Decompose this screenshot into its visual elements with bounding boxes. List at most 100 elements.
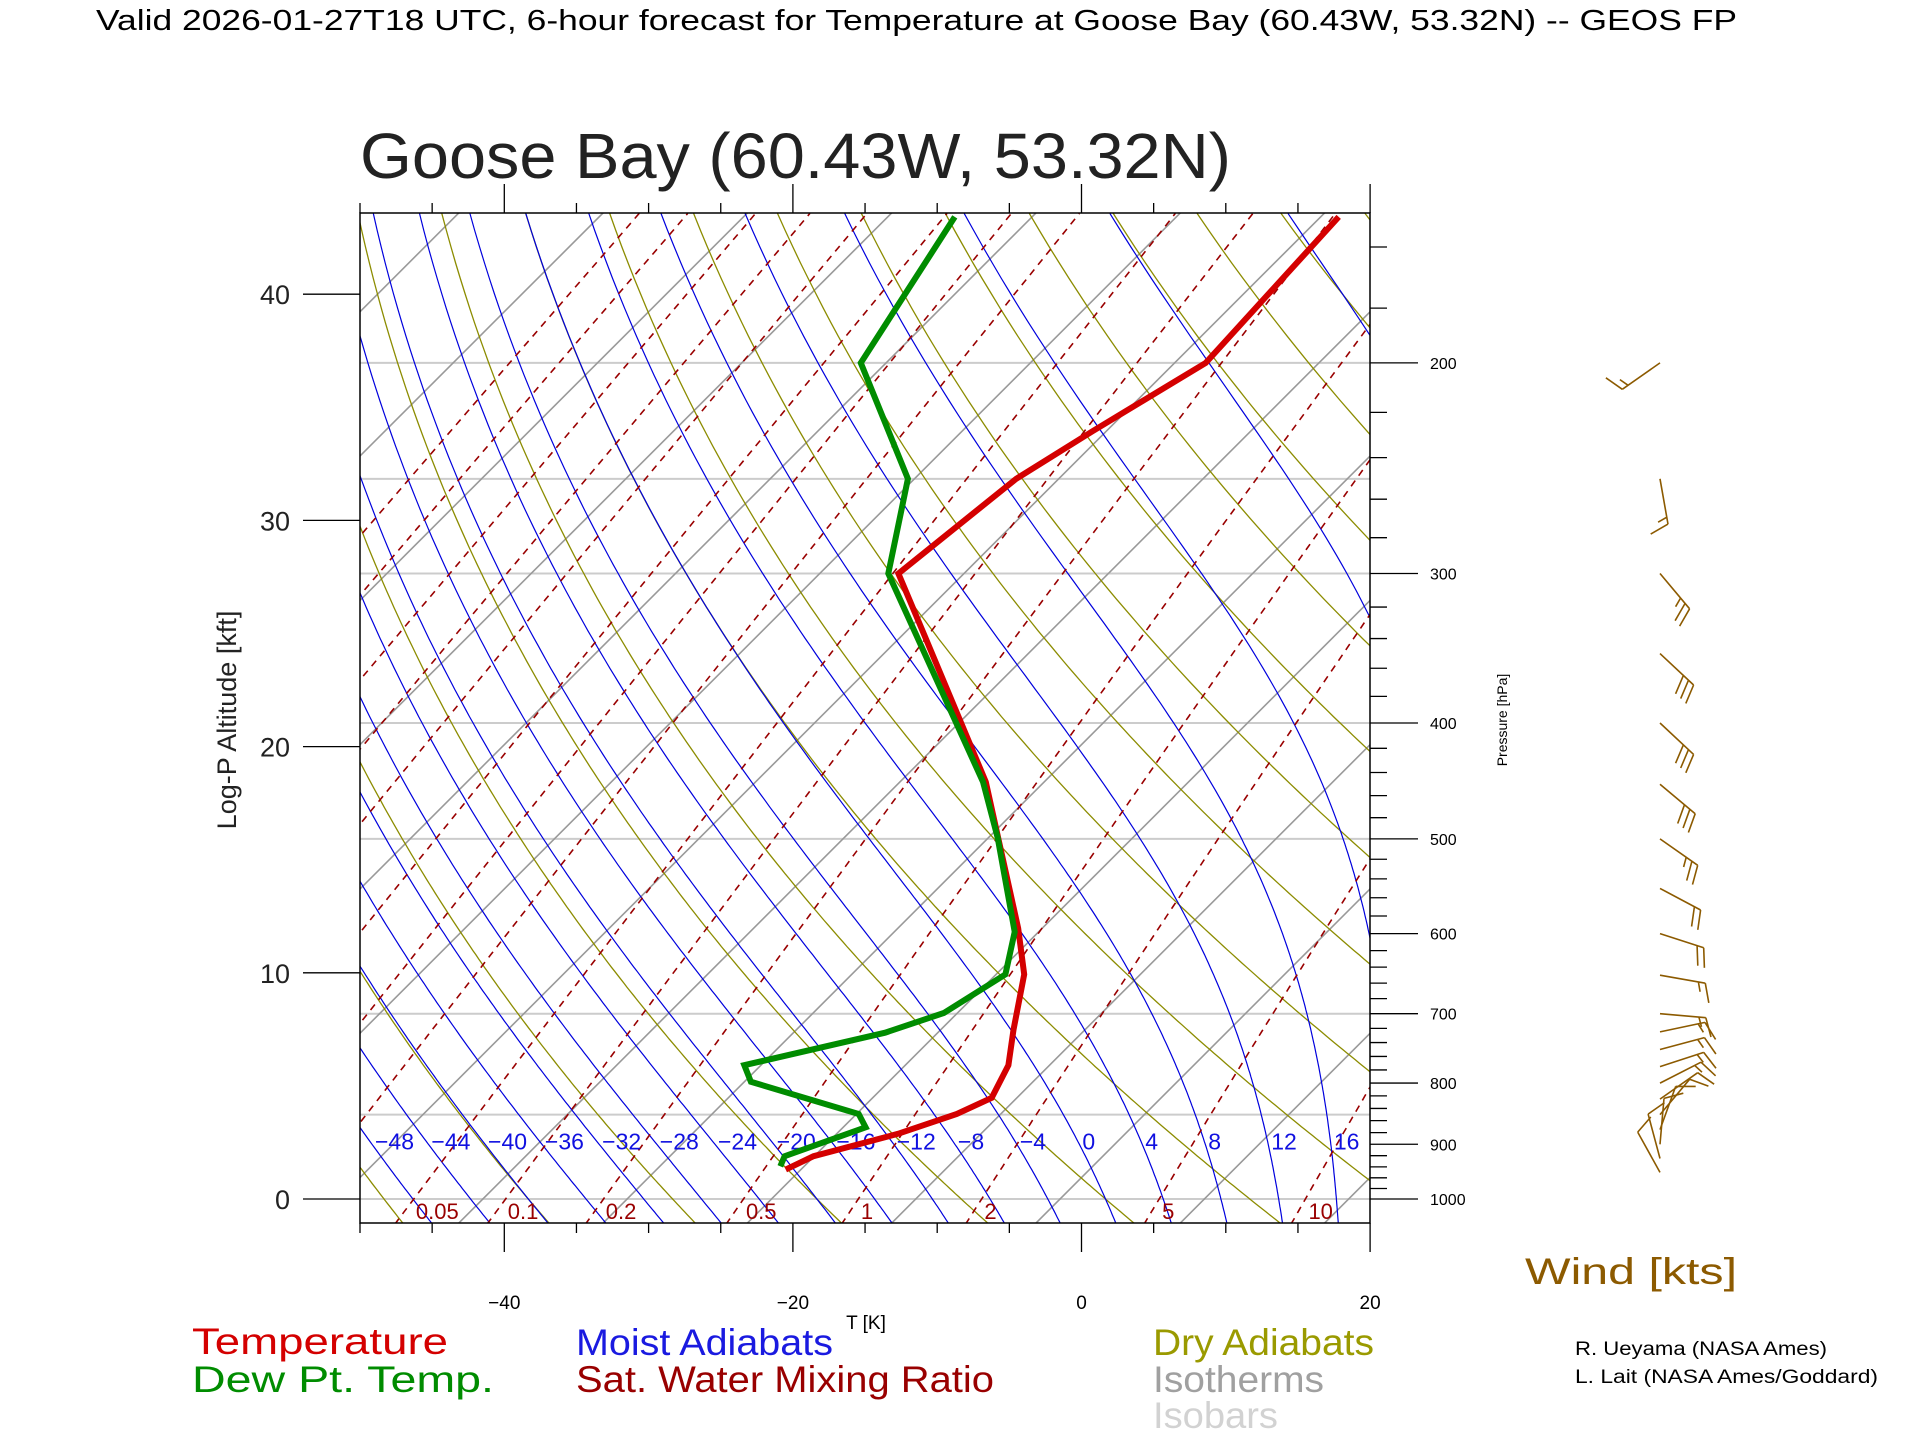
moist-adiabat-line bbox=[525, 213, 1117, 1223]
pressure-tick-label: 600 bbox=[1430, 927, 1457, 944]
isotherm-line bbox=[360, 213, 749, 602]
moist-adiabat-line bbox=[469, 213, 1061, 1223]
isobars bbox=[360, 361, 1370, 1200]
moist-adiabat-line bbox=[360, 695, 722, 1223]
moist-adiabat-line bbox=[372, 213, 950, 1223]
moist-adiabat-line bbox=[844, 213, 1339, 1223]
dry-adiabat-line bbox=[441, 213, 1135, 1223]
moist-adiabat-line bbox=[744, 213, 1284, 1223]
x-tick-label: 20 bbox=[1360, 1293, 1381, 1314]
dry-adiabat-line bbox=[1701, 213, 1920, 1224]
dry-adiabat-line bbox=[1112, 213, 1370, 542]
moist-adiabat-line bbox=[360, 1126, 433, 1223]
credit-line: R. Ueyama (NASA Ames) bbox=[1575, 1339, 1827, 1360]
wind-label: Wind [kts] bbox=[1525, 1251, 1737, 1292]
dry-adiabat-line bbox=[360, 970, 550, 1223]
moist-adiabat-label: 0 bbox=[1082, 1128, 1095, 1154]
moist-adiabat-label: −48 bbox=[375, 1128, 414, 1154]
mixing-ratio-line bbox=[1449, 213, 1920, 1224]
moist-adiabat-label: −28 bbox=[660, 1128, 699, 1154]
moist-adiabat-line bbox=[1109, 213, 1370, 619]
wind-barb bbox=[1659, 974, 1710, 1004]
line-labels: −48 −44 −40 −36 −32 −28 −24 −20 −16 −12 −8 −4 0 4 8 12 1… bbox=[375, 1128, 1359, 1224]
moist-adiabat-label: −4 bbox=[1020, 1128, 1046, 1154]
axes: −40 −20 0 200102030402003004005006007008009… bbox=[260, 184, 1466, 1314]
moist-adiabats bbox=[360, 213, 1920, 1224]
mixing-ratio-lines bbox=[360, 213, 1920, 1224]
dry-adiabat-line bbox=[1280, 213, 1370, 329]
moist-adiabat-label: −36 bbox=[545, 1128, 584, 1154]
legend-mixing-ratio: Sat. Water Mixing Ratio bbox=[576, 1359, 994, 1400]
page-title: Valid 2026-01-27T18 UTC, 6-hour forecast… bbox=[96, 5, 1737, 37]
mixing-ratio-label: 0.2 bbox=[606, 1199, 637, 1224]
moist-adiabat-label: −32 bbox=[602, 1128, 641, 1154]
moist-adiabat-label: −24 bbox=[718, 1128, 757, 1154]
legend: Temperature Dew Pt. Temp. Moist Adiabats… bbox=[192, 1321, 1374, 1436]
pressure-tick-label: 800 bbox=[1430, 1076, 1457, 1093]
mixing-ratio-label: 2 bbox=[984, 1199, 996, 1224]
legend-dry-adiabats: Dry Adiabats bbox=[1153, 1322, 1374, 1363]
mixing-ratio-line bbox=[360, 213, 1013, 1025]
wind-barb bbox=[1659, 838, 1699, 885]
dry-adiabat-line bbox=[1028, 213, 1370, 647]
moist-adiabat-line bbox=[360, 591, 780, 1223]
wind-barb bbox=[1659, 572, 1691, 627]
dry-adiabat-line bbox=[860, 213, 1370, 859]
isotherm-line bbox=[360, 213, 605, 458]
legend-dewpoint: Dew Pt. Temp. bbox=[192, 1359, 494, 1400]
pressure-tick-label: 300 bbox=[1430, 567, 1457, 584]
y-tick-label: 10 bbox=[260, 959, 290, 989]
legend-isotherms: Isotherms bbox=[1153, 1359, 1324, 1400]
pressure-tick-label: 700 bbox=[1430, 1007, 1457, 1024]
mixing-ratio-label: 0.5 bbox=[746, 1199, 777, 1224]
mixing-ratio-line bbox=[1290, 1085, 1370, 1223]
dry-adiabat-line bbox=[609, 213, 1370, 1182]
legend-moist-adiabats: Moist Adiabats bbox=[576, 1322, 833, 1363]
wind-barb bbox=[1659, 722, 1695, 774]
dewpoint-profile bbox=[740, 215, 1018, 1168]
profiles bbox=[740, 214, 1341, 1173]
wind-barb bbox=[1659, 783, 1696, 833]
isotherm-line bbox=[746, 599, 1370, 1223]
mixing-ratio-label: 0.05 bbox=[416, 1199, 459, 1224]
mixing-ratio-label: 0.1 bbox=[508, 1199, 539, 1224]
isotherm-line bbox=[890, 743, 1370, 1223]
isotherm-line bbox=[360, 213, 1182, 1035]
legend-isobars: Isobars bbox=[1153, 1395, 1278, 1436]
mixing-ratio-line bbox=[360, 213, 1081, 1125]
dry-adiabat-line bbox=[1533, 213, 1920, 1224]
wind-barb bbox=[1659, 887, 1702, 930]
pressure-tick-label: 1000 bbox=[1430, 1192, 1466, 1209]
dry-adiabat-line bbox=[1617, 213, 1920, 1224]
dry-adiabat-line bbox=[360, 760, 697, 1223]
wind-barb bbox=[1659, 1078, 1709, 1116]
mixing-ratio-line bbox=[1143, 857, 1370, 1223]
dry-adiabat-line bbox=[1869, 213, 1920, 1224]
isotherm-line bbox=[1323, 1176, 1370, 1223]
mixing-ratio-line bbox=[360, 213, 811, 751]
y-tick-label: 0 bbox=[275, 1185, 290, 1215]
wind-barb bbox=[1637, 1116, 1661, 1173]
wind-barb bbox=[1659, 653, 1695, 704]
wind-barb bbox=[1659, 1051, 1717, 1069]
moist-adiabat-line bbox=[1791, 213, 1920, 1224]
mixing-ratio-label: 1 bbox=[861, 1199, 873, 1224]
moist-adiabat-line bbox=[360, 1046, 491, 1223]
chart-title: Goose Bay (60.43W, 53.32N) bbox=[360, 120, 1231, 192]
credit-line: L. Lait (NASA Ames/Goddard) bbox=[1575, 1367, 1878, 1388]
pressure-tick-label: 500 bbox=[1430, 832, 1457, 849]
moist-adiabat-line bbox=[1734, 213, 1920, 1224]
moist-adiabat-line bbox=[1498, 213, 1627, 1224]
moist-adiabat-label: −8 bbox=[958, 1128, 984, 1154]
moist-adiabat-line bbox=[360, 880, 607, 1223]
mixing-ratio-line bbox=[841, 458, 1370, 1223]
isotherm-line bbox=[1034, 887, 1370, 1223]
isotherm-line bbox=[457, 310, 1370, 1223]
moist-adiabat-line bbox=[360, 333, 893, 1223]
isotherm-line bbox=[360, 213, 1038, 891]
dry-adiabat-line bbox=[360, 524, 843, 1223]
wind-barb bbox=[1650, 478, 1669, 535]
isotherm-line bbox=[1468, 206, 1920, 1224]
x-tick-label: 0 bbox=[1076, 1293, 1087, 1314]
